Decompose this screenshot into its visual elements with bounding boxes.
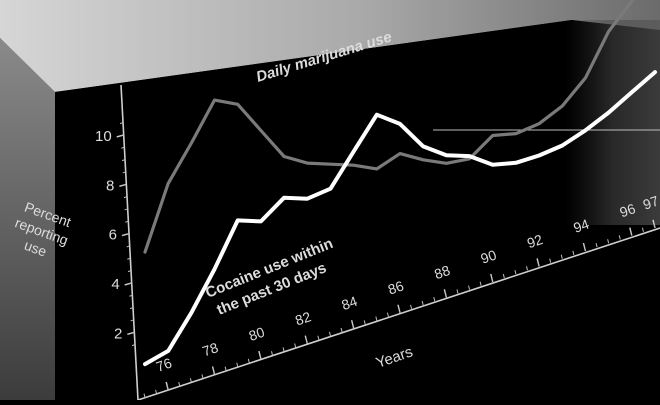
x-tick-label: 94 bbox=[571, 216, 591, 236]
x-minor-tick bbox=[491, 277, 494, 282]
y-minor-tick bbox=[121, 159, 126, 162]
x-minor-tick bbox=[502, 273, 505, 279]
series-layer bbox=[143, 0, 657, 367]
box-top-face bbox=[0, 0, 660, 92]
y-minor-tick bbox=[119, 122, 124, 125]
x-minor-tick bbox=[595, 243, 598, 248]
x-minor-tick bbox=[526, 266, 528, 271]
x-minor-tick bbox=[607, 239, 610, 244]
y-minor-tick bbox=[124, 208, 128, 211]
x-minor-tick bbox=[317, 335, 320, 340]
x-minor-tick bbox=[618, 235, 621, 240]
x-minor-tick bbox=[328, 331, 331, 337]
y-minor-tick bbox=[129, 307, 134, 310]
x-minor-tick bbox=[375, 316, 378, 321]
x-minor-tick bbox=[537, 262, 540, 267]
y-minor-tick bbox=[130, 319, 134, 322]
x-minor-tick bbox=[352, 324, 355, 329]
x-minor-tick bbox=[479, 281, 482, 286]
series-line-marijuana bbox=[143, 0, 635, 254]
y-axis-title-line: use bbox=[22, 237, 49, 260]
x-minor-tick bbox=[549, 258, 552, 263]
y-minor-tick bbox=[126, 245, 130, 248]
x-tick-label: 84 bbox=[339, 293, 359, 313]
y-minor-tick bbox=[121, 146, 125, 149]
x-minor-tick bbox=[224, 366, 227, 371]
y-tick-label: 10 bbox=[95, 128, 112, 145]
x-minor-tick bbox=[386, 312, 389, 317]
x-tick-label: 86 bbox=[386, 277, 406, 297]
x-minor-tick bbox=[560, 254, 563, 259]
x-minor-tick bbox=[363, 320, 366, 325]
x-minor-tick bbox=[143, 393, 146, 398]
x-tick-label: 90 bbox=[478, 246, 498, 266]
x-minor-tick bbox=[433, 297, 436, 302]
x-tick-label: 82 bbox=[293, 308, 313, 328]
y-minor-tick bbox=[128, 282, 132, 285]
y-tick-label: 8 bbox=[106, 177, 114, 194]
y-minor-tick bbox=[123, 196, 128, 199]
x-minor-tick bbox=[421, 300, 424, 306]
y-minor-tick bbox=[127, 257, 131, 260]
x-minor-tick bbox=[641, 227, 644, 232]
y-axis-ticks: 2 4 6 8 10 bbox=[95, 122, 136, 347]
x-minor-tick bbox=[294, 343, 297, 348]
y-minor-tick bbox=[123, 183, 127, 186]
x-minor-tick bbox=[514, 270, 517, 275]
x-minor-tick bbox=[583, 246, 586, 252]
x-tick-label: 78 bbox=[200, 339, 220, 359]
x-tick-label: 88 bbox=[432, 262, 452, 282]
y-tick-label: 4 bbox=[111, 276, 119, 293]
x-minor-tick bbox=[201, 374, 204, 379]
y-minor-tick bbox=[131, 331, 135, 334]
y-minor-tick bbox=[131, 344, 136, 347]
y-minor-tick bbox=[129, 294, 133, 297]
x-tick-label: 92 bbox=[525, 231, 545, 251]
right-shade bbox=[565, 20, 660, 225]
x-minor-tick bbox=[630, 231, 633, 236]
x-minor-tick bbox=[213, 370, 216, 375]
x-minor-tick bbox=[340, 327, 343, 333]
x-minor-tick bbox=[456, 289, 459, 294]
y-minor-tick bbox=[122, 171, 126, 174]
y-tick-label: 2 bbox=[114, 325, 122, 342]
x-minor-tick bbox=[236, 362, 239, 367]
x-minor-tick bbox=[247, 358, 250, 364]
x-minor-tick bbox=[653, 223, 656, 228]
x-minor-tick bbox=[178, 381, 181, 387]
y-tick-label: 6 bbox=[109, 227, 117, 244]
y-minor-tick bbox=[120, 134, 124, 137]
x-minor-tick bbox=[282, 347, 285, 352]
x-minor-tick bbox=[189, 378, 192, 383]
series-line-cocaine bbox=[143, 70, 657, 367]
x-minor-tick bbox=[166, 385, 169, 391]
x-minor-tick bbox=[305, 339, 308, 344]
box-left-wall bbox=[0, 38, 55, 400]
x-tick-label: 76 bbox=[154, 355, 174, 375]
x-minor-tick bbox=[572, 250, 575, 255]
y-minor-tick bbox=[127, 270, 132, 273]
x-minor-tick bbox=[155, 389, 158, 394]
x-tick-label: 96 bbox=[618, 200, 638, 220]
x-minor-tick bbox=[444, 293, 447, 298]
x-tick-label: 80 bbox=[247, 324, 267, 344]
x-minor-tick bbox=[259, 354, 262, 360]
x-axis-line bbox=[137, 227, 660, 401]
y-minor-tick bbox=[125, 233, 130, 236]
x-tick-label: 97 bbox=[641, 192, 660, 212]
x-minor-tick bbox=[398, 308, 401, 313]
y-axis-title: Percent reporting use bbox=[13, 199, 73, 260]
y-minor-tick bbox=[125, 220, 129, 223]
x-minor-tick bbox=[468, 285, 471, 290]
x-minor-tick bbox=[271, 351, 273, 356]
x-minor-tick bbox=[410, 304, 413, 310]
x-axis-ticks: 76 78 80 82 84 86 88 90 92 94 96 97 bbox=[143, 192, 660, 398]
y-axis-line bbox=[120, 84, 139, 401]
